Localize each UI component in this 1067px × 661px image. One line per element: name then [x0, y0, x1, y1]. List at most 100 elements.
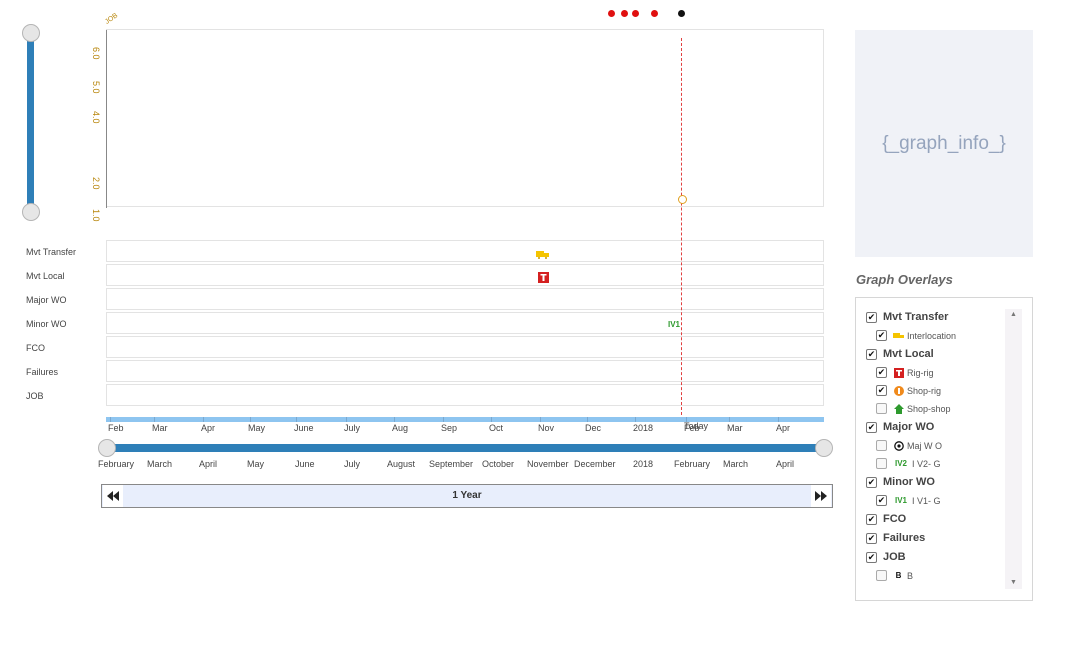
overlay-group-checkbox[interactable]: ✔	[866, 421, 877, 433]
axis-tick	[296, 417, 297, 422]
row-label: Minor WO	[26, 319, 67, 329]
event-dot[interactable]	[632, 10, 639, 17]
overlay-item-checkbox[interactable]	[876, 458, 887, 469]
timeline-row[interactable]	[106, 240, 824, 262]
overlay-group-label: JOB	[883, 551, 906, 563]
range-month-label: June	[295, 459, 315, 469]
range-month-label: December	[574, 459, 616, 469]
range-month-label: April	[199, 459, 218, 469]
overlay-item-checkbox[interactable]	[876, 570, 887, 581]
overlay-group-checkbox[interactable]: ✔	[866, 513, 877, 525]
rig-rig-icon[interactable]	[538, 270, 549, 283]
range-slider-handle-left[interactable]	[98, 439, 116, 457]
overlay-item[interactable]: ✔ Rig-rig	[876, 367, 934, 378]
timeline-row[interactable]	[106, 360, 824, 382]
overlay-group[interactable]: ✔ JOB	[866, 551, 906, 563]
y-tick-label: 1.0	[91, 209, 101, 222]
minor-wo-iv1-marker[interactable]: IV1	[668, 320, 681, 329]
range-month-label: August	[387, 459, 416, 469]
overlay-item-label: I V1- G	[912, 495, 941, 506]
scroll-down-arrow-icon[interactable]: ▼	[1010, 579, 1017, 586]
timeline-row[interactable]	[106, 288, 824, 310]
graph-info-panel: {_graph_info_}	[855, 30, 1033, 257]
overlay-item[interactable]: IV2 I V2- G	[876, 458, 941, 469]
range-label: 1 Year	[452, 490, 482, 501]
today-line	[681, 38, 682, 420]
overlay-item-label: Rig-rig	[907, 367, 934, 378]
axis-month-label: June	[294, 423, 314, 433]
rewind-button[interactable]	[103, 485, 123, 507]
axis-month-label: Mar	[727, 423, 743, 433]
overlay-group[interactable]: ✔ Mvt Transfer	[866, 311, 948, 323]
overlay-group-checkbox[interactable]: ✔	[866, 551, 877, 563]
overlay-item-label: Shop-shop	[907, 403, 951, 414]
range-slider-handle-right[interactable]	[815, 439, 833, 457]
timeline-row[interactable]	[106, 264, 824, 286]
overlay-item-label: Interlocation	[907, 330, 957, 341]
overlay-group[interactable]: ✔ Failures	[866, 532, 925, 544]
axis-tick	[250, 417, 251, 422]
vertical-zoom-handle-top[interactable]	[22, 24, 40, 42]
overlay-item-checkbox[interactable]: ✔	[876, 495, 887, 506]
overlay-group[interactable]: ✔ Major WO	[866, 421, 934, 433]
axis-tick	[778, 417, 779, 422]
y-axis-line	[106, 30, 107, 208]
rewind-icon	[107, 491, 119, 501]
fast-forward-icon	[815, 491, 827, 501]
overlay-group[interactable]: ✔ FCO	[866, 513, 906, 525]
overlay-group-label: Mvt Local	[883, 348, 934, 360]
overlay-item-checkbox[interactable]: ✔	[876, 385, 887, 396]
overlay-item[interactable]: Shop-shop	[876, 403, 951, 414]
vertical-zoom-handle-bottom[interactable]	[22, 203, 40, 221]
axis-tick	[394, 417, 395, 422]
house-icon	[893, 403, 904, 414]
axis-month-label: Nov	[538, 423, 555, 433]
rig-icon	[893, 367, 904, 378]
axis-tick	[635, 417, 636, 422]
event-dot[interactable]	[621, 10, 628, 17]
overlay-group-checkbox[interactable]: ✔	[866, 348, 877, 360]
range-slider-track[interactable]	[106, 444, 824, 452]
event-dot[interactable]	[608, 10, 615, 17]
range-month-label: September	[429, 459, 474, 469]
overlays-scrollbar[interactable]: ▲ ▼	[1005, 309, 1022, 589]
overlay-item[interactable]: Maj W O	[876, 440, 942, 451]
overlay-item[interactable]: ✔ Shop-rig	[876, 385, 941, 396]
graph-overlays-title: Graph Overlays	[856, 272, 953, 287]
y-tick-label: 6.0	[91, 47, 101, 60]
interlocation-truck-icon[interactable]	[536, 246, 549, 259]
row-label: Major WO	[26, 295, 67, 305]
overlay-group[interactable]: ✔ Minor WO	[866, 476, 935, 488]
event-dot[interactable]	[678, 10, 685, 17]
overlay-item[interactable]: ✔ IV1 I V1- G	[876, 495, 941, 506]
overlay-item-checkbox[interactable]	[876, 403, 887, 414]
range-month-label: March	[723, 459, 749, 469]
overlay-group[interactable]: ✔ Mvt Local	[866, 348, 934, 360]
range-month-label: May	[247, 459, 265, 469]
overlay-group-checkbox[interactable]: ✔	[866, 476, 877, 488]
overlay-item-label: B	[907, 570, 914, 581]
vertical-zoom-track[interactable]	[27, 30, 34, 210]
scroll-up-arrow-icon[interactable]: ▲	[1010, 311, 1017, 318]
main-plot-area[interactable]	[106, 29, 824, 207]
overlay-item-checkbox[interactable]	[876, 440, 887, 451]
overlay-group-checkbox[interactable]: ✔	[866, 311, 877, 323]
overlay-group-label: Failures	[883, 532, 926, 544]
event-dot[interactable]	[651, 10, 658, 17]
overlay-group-checkbox[interactable]: ✔	[866, 532, 877, 544]
axis-month-label: Sep	[441, 423, 458, 433]
timeline-row[interactable]	[106, 336, 824, 358]
fast-forward-button[interactable]	[811, 485, 831, 507]
overlay-item-checkbox[interactable]: ✔	[876, 367, 887, 378]
timeline-row[interactable]	[106, 384, 824, 406]
timeline-row[interactable]	[106, 312, 824, 334]
truck-icon	[893, 331, 904, 341]
overlay-item-checkbox[interactable]: ✔	[876, 330, 887, 341]
overlay-group-label: Mvt Transfer	[883, 311, 949, 323]
axis-tick	[540, 417, 541, 422]
overlay-item[interactable]: ✔ Interlocation	[876, 330, 956, 341]
axis-tick	[729, 417, 730, 422]
axis-tick	[587, 417, 588, 422]
y-tick-label: 5.0	[91, 81, 101, 94]
